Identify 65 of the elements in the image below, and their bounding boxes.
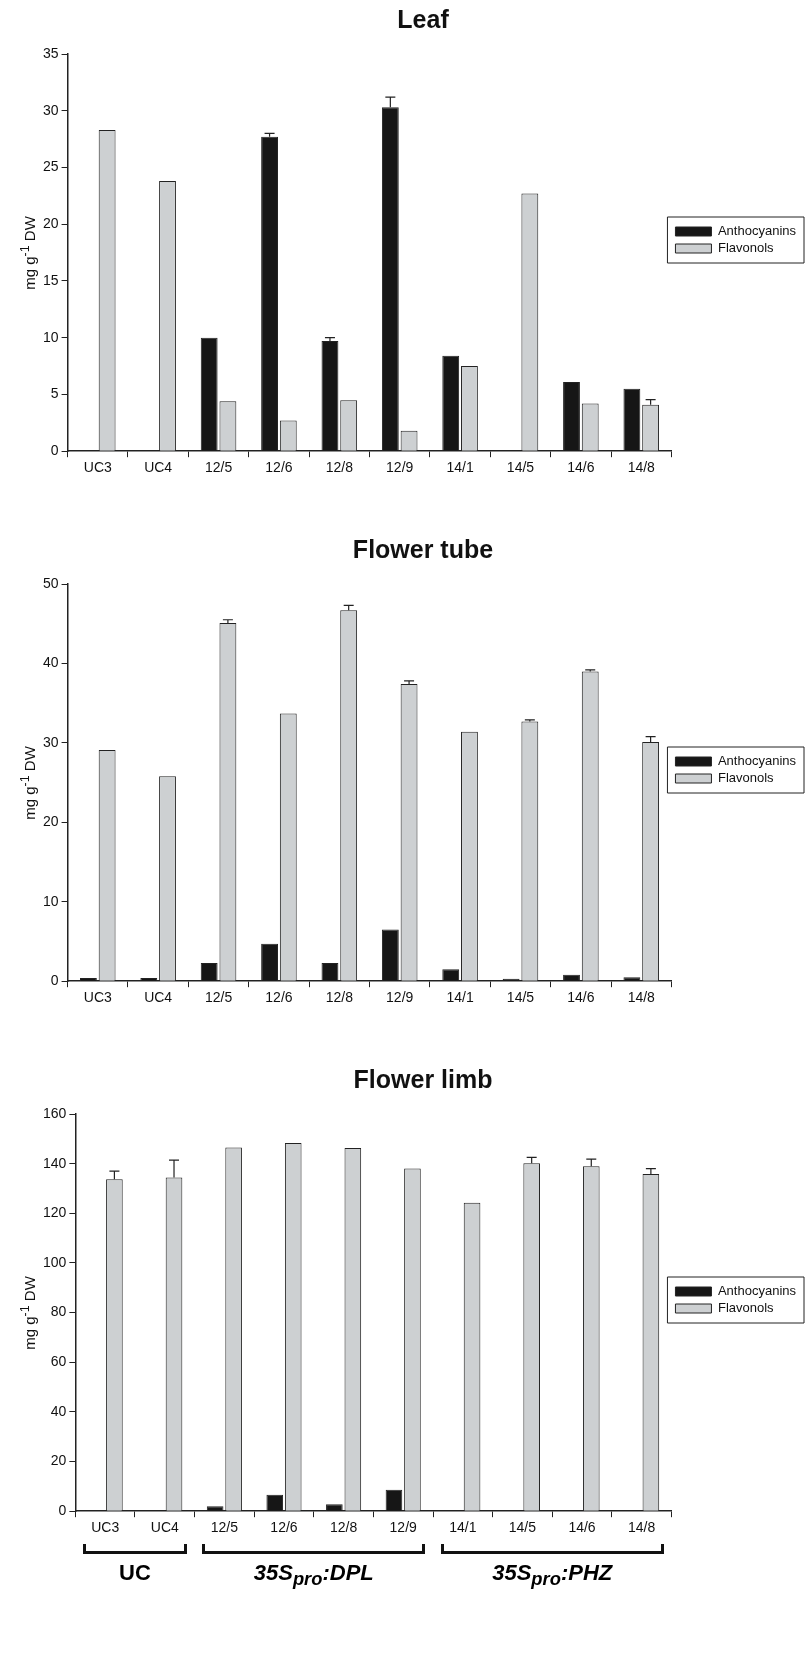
y-tick-label: 120	[43, 1204, 67, 1221]
legend-label: Anthocyanins	[717, 1283, 797, 1299]
x-tick-label: 12/5	[204, 459, 233, 476]
y-tick-label: 20	[50, 1452, 67, 1469]
x-tick-label: UC3	[91, 1519, 120, 1536]
y-tick-label: 5	[50, 385, 59, 402]
legend-label: Anthocyanins	[717, 753, 797, 769]
x-tick-label: 12/6	[265, 459, 293, 476]
x-tick-label: 12/6	[265, 989, 293, 1006]
y-tick-label: 0	[50, 442, 59, 459]
x-tick-label: 14/6	[567, 459, 595, 476]
y-tick-label: 25	[42, 158, 59, 175]
y-tick-label: 15	[42, 271, 59, 288]
chart-title: Flower limb	[353, 1064, 493, 1093]
x-tick-label: 12/8	[325, 989, 354, 1006]
x-tick-label: 14/8	[628, 1519, 656, 1536]
chart-title: Leaf	[397, 4, 450, 33]
x-tick-label: 12/8	[325, 459, 354, 476]
x-tick-label: 14/1	[446, 459, 474, 476]
y-tick-label: 40	[50, 1402, 67, 1419]
legend-label: Flavonols	[717, 770, 775, 786]
y-tick-label: 20	[42, 813, 59, 830]
y-tick-label: 30	[42, 101, 59, 118]
legend-label: Flavonols	[717, 1300, 775, 1316]
text: UC	[118, 1560, 152, 1586]
y-tick-label: 20	[42, 215, 59, 232]
y-tick-label: 0	[58, 1502, 67, 1519]
y-tick-label: 10	[42, 892, 59, 909]
y-tick-label: 35	[42, 44, 59, 61]
y-tick-label: 140	[43, 1154, 67, 1171]
x-tick-label: UC3	[83, 989, 112, 1006]
y-tick-label: 60	[50, 1353, 67, 1370]
x-tick-label: 12/5	[210, 1519, 239, 1536]
y-tick-label: 50	[42, 574, 59, 591]
x-tick-label: 14/5	[506, 459, 535, 476]
text: 35S$_{pro}$:PHZ	[491, 1560, 614, 1591]
legend-label: Anthocyanins	[717, 223, 797, 239]
y-tick-label: 40	[42, 654, 59, 671]
x-tick-label: 14/1	[446, 989, 474, 1006]
x-tick-label: 12/5	[204, 989, 233, 1006]
legend-label: Flavonols	[717, 240, 775, 256]
chart-title: Flower tube	[352, 534, 494, 563]
y-tick-label: 100	[43, 1253, 67, 1270]
x-tick-label: UC4	[144, 989, 173, 1006]
x-tick-label: 12/9	[389, 1519, 418, 1536]
x-tick-label: 14/1	[449, 1519, 477, 1536]
x-tick-label: 12/9	[386, 989, 414, 1006]
text: 35S$_{pro}$:DPL	[252, 1560, 375, 1591]
y-tick-label: 80	[50, 1303, 67, 1320]
x-tick-label: 12/6	[270, 1519, 298, 1536]
x-tick-label: 14/8	[627, 989, 656, 1006]
y-tick-label: 160	[43, 1104, 67, 1121]
x-tick-label: 14/6	[568, 1519, 596, 1536]
x-tick-label: 14/5	[508, 1519, 537, 1536]
x-tick-label: 14/8	[627, 459, 656, 476]
x-tick-label: UC4	[150, 1519, 179, 1536]
x-tick-label: UC3	[83, 459, 112, 476]
y-tick-label: 0	[50, 972, 59, 989]
x-tick-label: UC4	[144, 459, 173, 476]
x-tick-label: 12/9	[386, 459, 414, 476]
x-tick-label: 12/8	[329, 1519, 358, 1536]
x-tick-label: 14/6	[567, 989, 595, 1006]
y-tick-label: 30	[42, 733, 59, 750]
x-tick-label: 14/5	[506, 989, 535, 1006]
y-tick-label: 10	[42, 328, 59, 345]
